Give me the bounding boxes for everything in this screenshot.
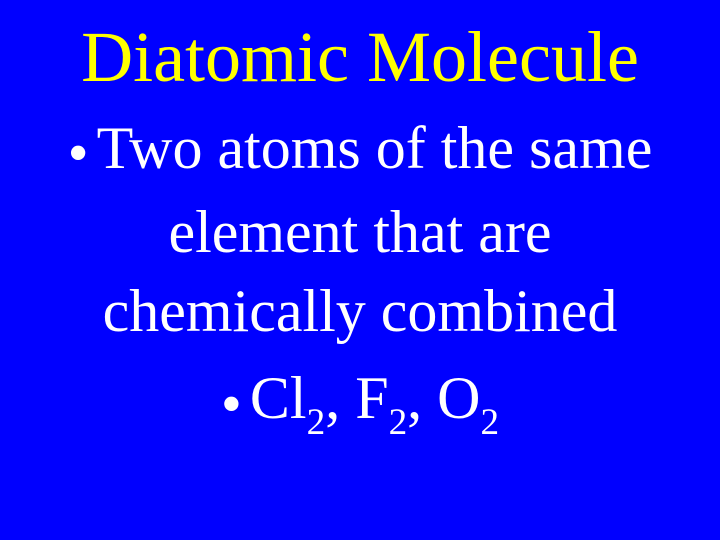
formula-3-subscript: 2 (481, 402, 500, 443)
bullet-marker-icon: • (68, 119, 89, 188)
bullet-1: •Two atoms of the same element that are … (40, 114, 680, 347)
formula-3-element: O (437, 365, 480, 431)
bullet-1-line-2: element that are (40, 198, 680, 267)
bullet-marker-icon: • (221, 370, 242, 439)
formula-3: O2 (437, 365, 499, 431)
bullet-1-text-3: chemically combined (103, 278, 618, 344)
separator-1: , (325, 365, 355, 431)
bullet-2-line: •Cl2, F2, O2 (40, 364, 680, 442)
bullet-1-line-3: chemically combined (40, 277, 680, 346)
bullet-1-text-2: element that are (168, 199, 551, 265)
formula-1: Cl2 (250, 365, 325, 431)
formula-2-subscript: 2 (389, 402, 408, 443)
separator-2: , (407, 365, 437, 431)
bullet-2: •Cl2, F2, O2 (40, 364, 680, 442)
bullet-1-line-1: •Two atoms of the same (40, 114, 680, 189)
formula-2: F2 (355, 365, 407, 431)
slide-title: Diatomic Molecule (40, 20, 680, 96)
formula-2-element: F (355, 365, 388, 431)
formula-1-subscript: 2 (307, 402, 326, 443)
formula-1-element: Cl (250, 365, 307, 431)
bullet-1-text-1: Two atoms of the same (97, 115, 653, 181)
